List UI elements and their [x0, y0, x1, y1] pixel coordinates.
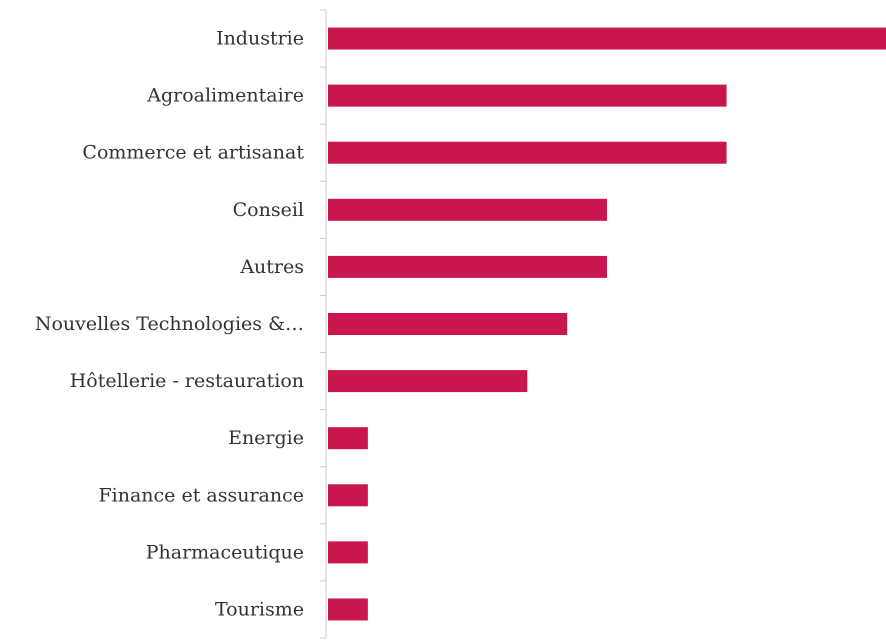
bar[interactable] — [328, 313, 568, 335]
bar[interactable] — [328, 427, 368, 450]
bar[interactable] — [328, 198, 607, 221]
bar[interactable] — [328, 255, 607, 278]
category-label: Agroalimentaire — [146, 85, 304, 107]
bars — [328, 27, 886, 621]
bar[interactable] — [328, 27, 886, 50]
category-label: Finance et assurance — [98, 484, 304, 506]
category-label: Nouvelles Technologies &… — [35, 313, 304, 335]
bar[interactable] — [328, 141, 727, 164]
category-labels: Industrie Agroalimentaire Commerce et arti… — [35, 28, 305, 621]
bar[interactable] — [328, 598, 368, 621]
bar[interactable] — [328, 541, 368, 564]
bar[interactable] — [328, 84, 727, 107]
category-label: Pharmaceutique — [146, 541, 304, 563]
category-label: Commerce et artisanat — [82, 142, 304, 164]
bar[interactable] — [328, 484, 368, 507]
category-ticks — [320, 9, 326, 639]
category-label: Autres — [239, 256, 304, 278]
category-label: Hôtellerie - restauration — [70, 370, 304, 392]
category-label: Tourisme — [215, 598, 304, 620]
bar[interactable] — [328, 370, 528, 393]
category-label: Industrie — [216, 28, 304, 50]
category-label: Conseil — [233, 199, 304, 221]
category-label: Energie — [228, 427, 304, 449]
